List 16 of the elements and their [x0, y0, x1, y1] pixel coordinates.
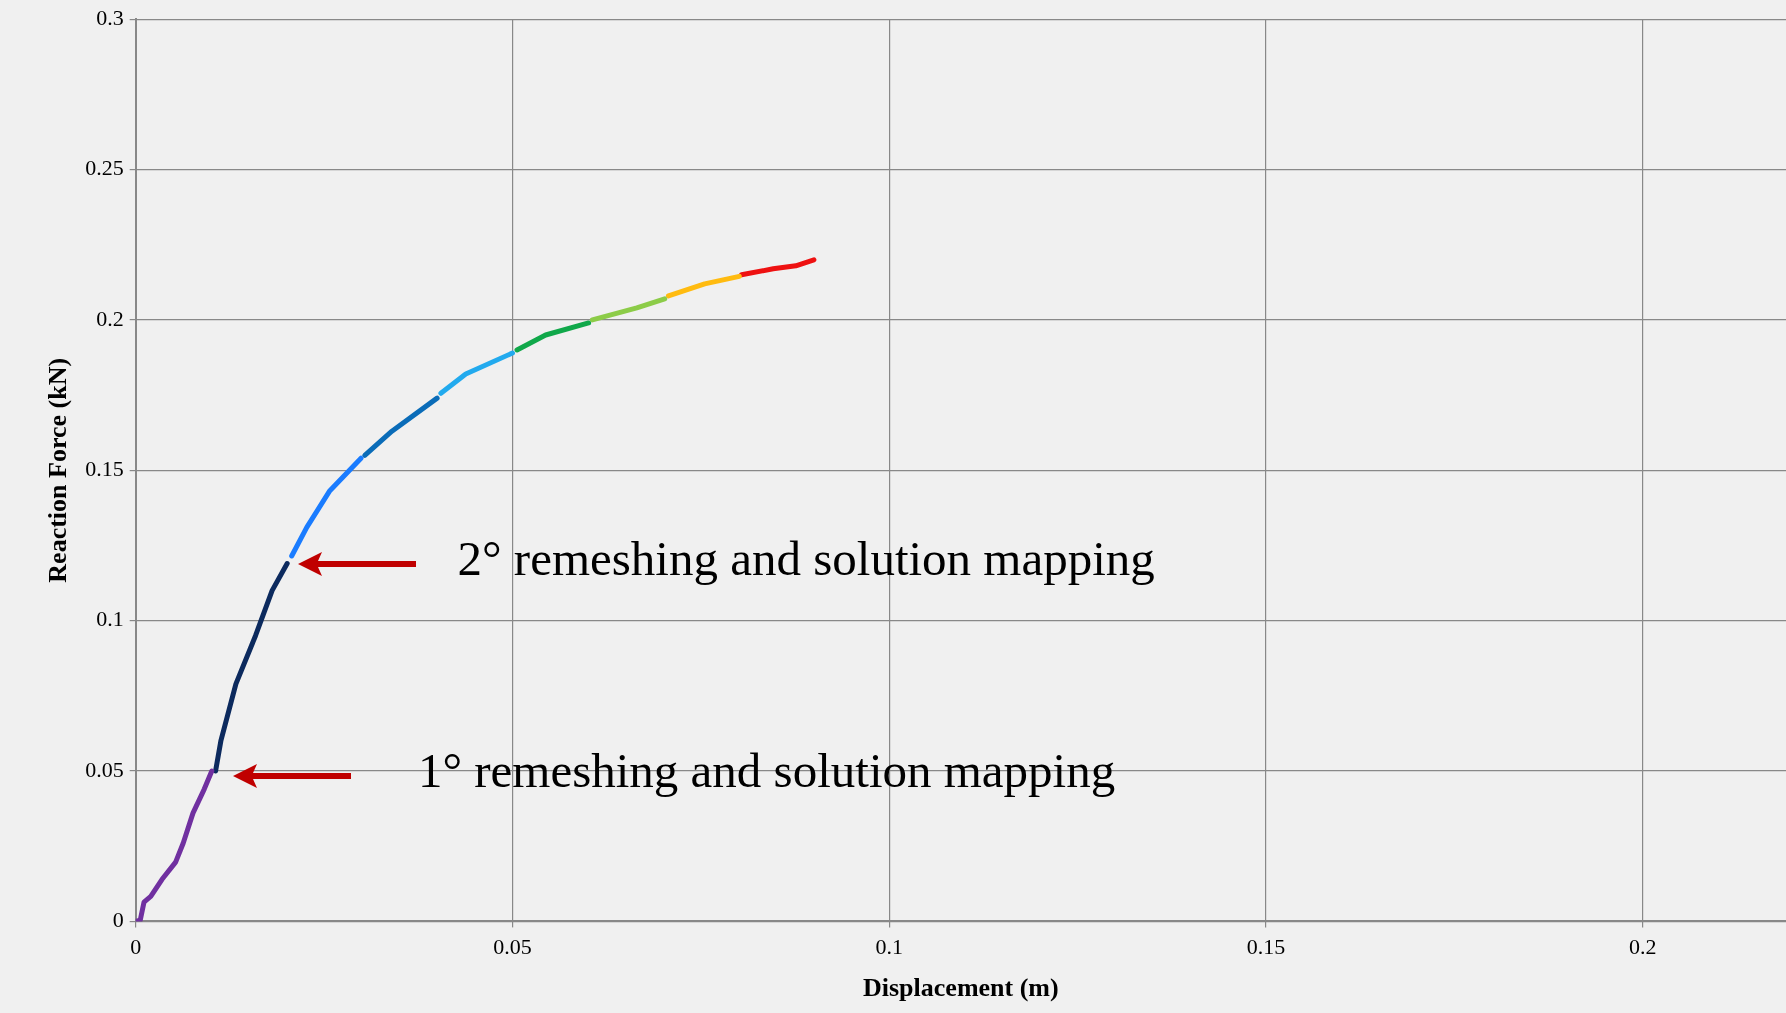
- y-tick-label: 0.05: [85, 756, 124, 782]
- x-axis-title: Displacement (m): [863, 973, 1059, 1003]
- x-tick-label: 0.05: [493, 934, 532, 960]
- y-tick-label: 0.2: [96, 305, 124, 331]
- x-tick-label: 0: [130, 934, 142, 960]
- y-tick-label: 0.25: [85, 155, 124, 181]
- y-tick-label: 0.1: [96, 606, 124, 632]
- y-axis-title: Reaction Force (kN): [43, 357, 73, 583]
- annotation: 2° remeshing and solution mapping: [457, 531, 1155, 587]
- x-tick-label: 0.15: [1246, 934, 1286, 960]
- y-tick-label: 0: [112, 907, 124, 933]
- y-tick-label: 0.3: [96, 4, 124, 30]
- x-tick-label: 0.1: [875, 934, 904, 960]
- y-tick-label: 0.15: [85, 456, 124, 482]
- annotation: 1° remeshing and solution mapping: [417, 742, 1116, 798]
- x-tick-label: 0.2: [1629, 934, 1657, 960]
